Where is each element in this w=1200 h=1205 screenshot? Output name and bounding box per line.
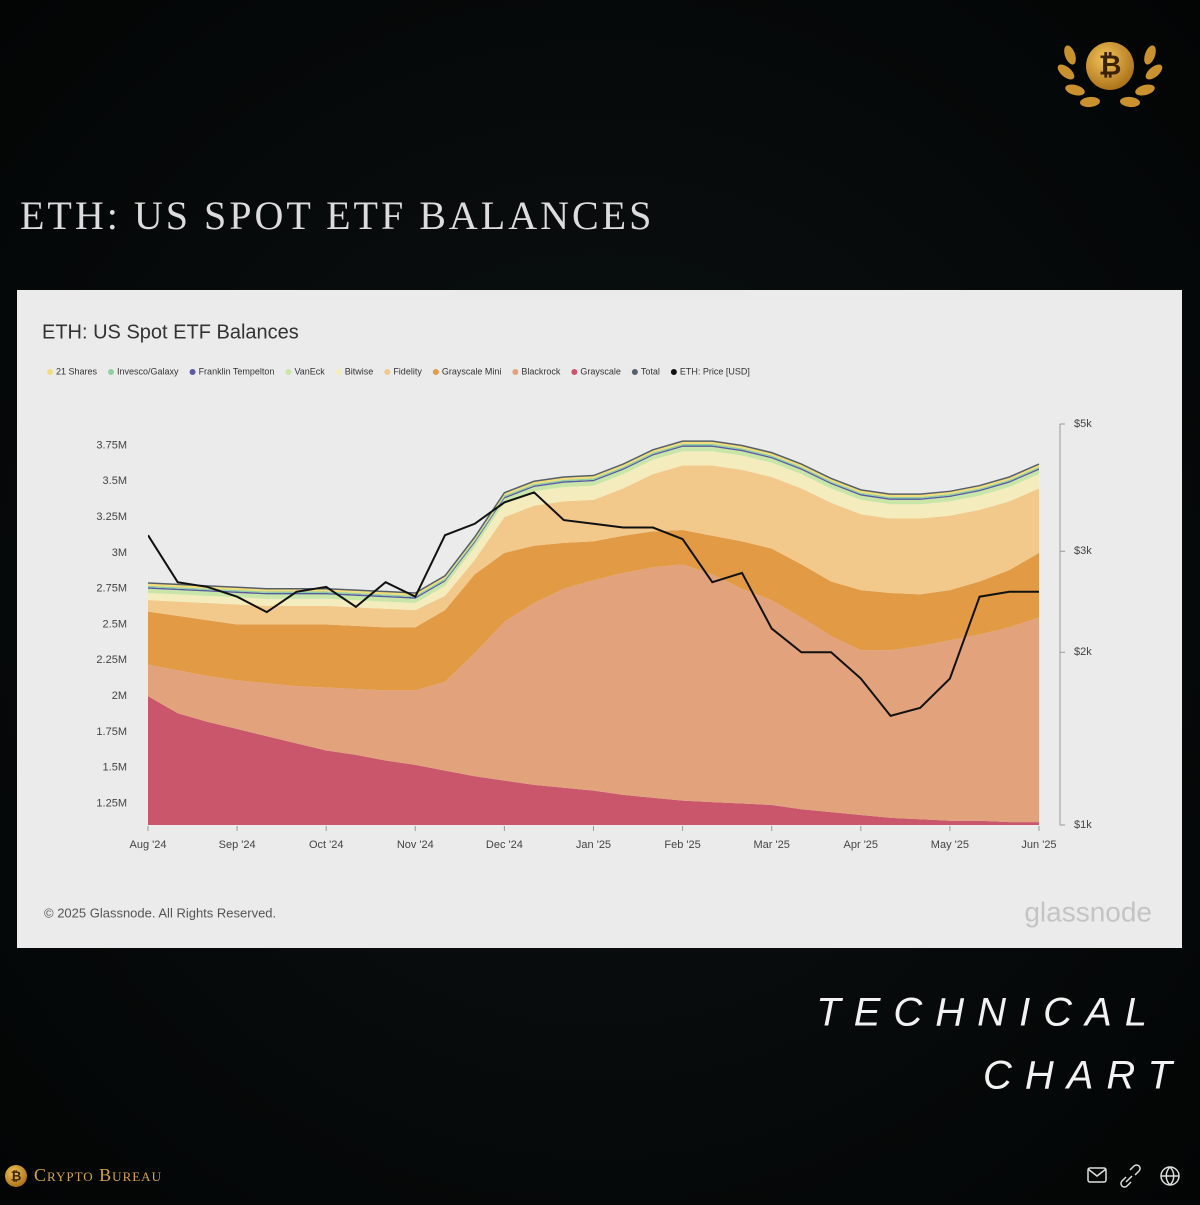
legend-label: Franklin Tempelton: [199, 366, 275, 376]
x-tick-label: Nov '24: [397, 839, 434, 851]
x-tick-label: Feb '25: [664, 839, 700, 851]
y2-tick-label: $5k: [1074, 418, 1092, 430]
x-tick-label: Jun '25: [1021, 839, 1056, 851]
legend-label: VanEck: [294, 366, 325, 376]
legend-swatch: [285, 369, 292, 375]
area: [148, 451, 1039, 611]
legend-label: ETH: Price [USD]: [680, 366, 750, 376]
legend-label: Grayscale: [580, 366, 621, 376]
y2-tick-label: $3k: [1074, 545, 1092, 557]
y-tick-label: 1.75M: [96, 726, 127, 738]
y-tick-label: 2.25M: [96, 654, 127, 666]
legend-swatch: [432, 369, 439, 375]
x-tick-label: May '25: [931, 839, 969, 851]
area: [148, 529, 1039, 691]
legend-label: 21 Shares: [56, 366, 98, 376]
legend-label: Bitwise: [345, 366, 374, 376]
legend-swatch: [189, 369, 196, 375]
legend-label: Blackrock: [521, 366, 561, 376]
x-tick-label: Aug '24: [130, 839, 167, 851]
logo: ₿: [1057, 42, 1163, 108]
x-tick-label: Apr '25: [844, 839, 879, 851]
brand: Crypto Bureau: [34, 1165, 162, 1185]
legend-swatch: [512, 369, 519, 375]
chart-title: ETH: US Spot ETF Balances: [42, 321, 299, 343]
legend-swatch: [631, 369, 638, 375]
area: [148, 465, 1039, 628]
watermark-corner: glassnode: [1024, 896, 1152, 927]
y2-tick-label: $2k: [1074, 646, 1092, 658]
price-line: [148, 491, 1039, 717]
y-tick-label: 3.5M: [103, 475, 127, 487]
legend-label: Invesco/Galaxy: [117, 366, 179, 376]
y-tick-label: 1.5M: [103, 762, 127, 774]
legend-label: Total: [641, 366, 660, 376]
x-tick-label: Sep '24: [219, 839, 256, 851]
y-tick-label: 2M: [112, 690, 127, 702]
link-icon: [1120, 1164, 1141, 1188]
y-tick-label: 2.75M: [96, 583, 127, 595]
y-tick-label: 3M: [112, 547, 127, 559]
y-tick-label: 2.5M: [103, 618, 127, 630]
x-tick-label: Oct '24: [309, 839, 344, 851]
plot-area: [148, 440, 1040, 825]
x-tick-label: Mar '25: [754, 839, 790, 851]
mail-icon: [1087, 1167, 1107, 1183]
copyright: © 2025 Glassnode. All Rights Reserved.: [44, 905, 276, 920]
total-line: [148, 440, 1040, 594]
legend-label: Grayscale Mini: [442, 366, 502, 376]
mail-icon-flap: [1087, 1168, 1107, 1177]
legend-swatch: [670, 369, 677, 375]
headline: ETH: US SPOT ETF BALANCES: [20, 193, 654, 238]
legend-swatch: [384, 369, 391, 375]
area: [148, 696, 1039, 825]
tag-line: TECHNICAL: [816, 991, 1160, 1035]
web-icon-lines: [1161, 1166, 1179, 1186]
y-tick-label: 3.25M: [96, 511, 127, 523]
x-tick-label: Jan '25: [576, 839, 611, 851]
logo-mark: ₿: [1099, 49, 1122, 80]
legend-swatch: [335, 369, 342, 375]
legend-swatch: [571, 369, 578, 375]
footer-icons: [1087, 1164, 1180, 1188]
legend-label: Fidelity: [393, 366, 422, 376]
legend-swatch: [108, 369, 115, 375]
area: [148, 564, 1039, 823]
y-tick-label: 1.25M: [96, 797, 127, 809]
y2-tick-label: $1k: [1074, 819, 1092, 831]
footer-logo: ₿: [5, 1165, 27, 1187]
footer-logo-mark: ₿: [11, 1168, 22, 1183]
plot-clip: [148, 440, 1040, 825]
x-tick-label: Dec '24: [486, 839, 523, 851]
legend-swatch: [47, 369, 53, 375]
y-tick-label: 3.75M: [96, 439, 127, 451]
tag-line: CHART: [983, 1054, 1185, 1098]
